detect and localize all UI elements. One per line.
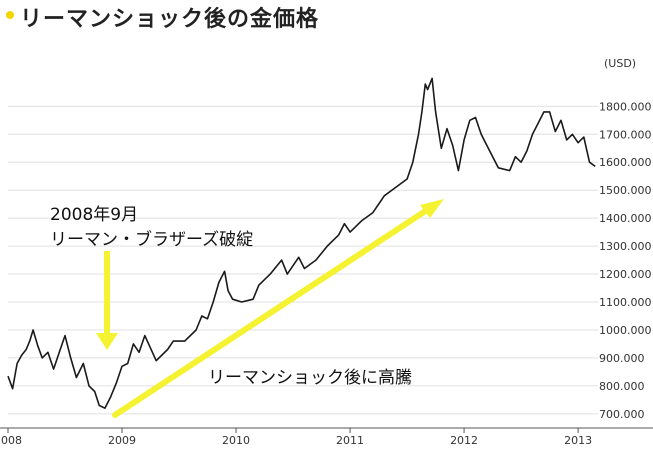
- y-tick-label: 1700.000: [599, 128, 652, 141]
- series-line: [7, 77, 596, 410]
- y-tick-label: 1400.000: [599, 212, 652, 225]
- y-tick-label: 1800.000: [599, 100, 652, 113]
- grid-lines: [8, 105, 598, 415]
- y-tick-label: 1300.000: [599, 240, 652, 253]
- x-tick-label: 2008: [0, 434, 22, 447]
- event-annotation-line-2: リーマン・ブラザーズ破綻: [50, 229, 253, 250]
- event-annotation-line-1: 2008年9月: [50, 205, 138, 225]
- x-tick-label: 2013: [564, 434, 592, 447]
- trend-annotation: リーマンショック後に高騰: [208, 368, 412, 388]
- trend-arrow: [112, 203, 436, 418]
- y-tick-label: 1600.000: [599, 156, 652, 169]
- x-tick-label: 2009: [108, 434, 136, 447]
- y-tick-label: 1000.000: [599, 324, 652, 337]
- x-tick-label: 2011: [336, 434, 364, 447]
- y-tick-label: 900.000: [599, 352, 645, 365]
- x-tick-label: 2012: [450, 434, 478, 447]
- y-tick-label: 1200.000: [599, 268, 652, 281]
- y-axis-ticks: 700.000 800.000 900.000 1000.000 1100.000 120…: [599, 100, 652, 420]
- event-arrow-head-icon: [96, 333, 118, 350]
- y-axis-unit-label: (USD): [604, 57, 636, 70]
- price-series: [7, 77, 596, 410]
- y-tick-label: 800.000: [599, 380, 645, 393]
- x-tick-label: 2010: [222, 434, 250, 447]
- y-tick-label: 1100.000: [599, 296, 652, 309]
- chart-title: リーマンショック後の金価格: [20, 7, 320, 32]
- chart-title-block: リーマンショック後の金価格: [6, 3, 320, 32]
- y-tick-label: 1500.000: [599, 184, 652, 197]
- trend-arrow-head-icon: [420, 199, 444, 218]
- x-axis: 2008 2009 2010 2011 2012 2013: [0, 427, 653, 447]
- title-bullet-icon: [6, 11, 14, 19]
- y-tick-label: 700.000: [599, 408, 645, 421]
